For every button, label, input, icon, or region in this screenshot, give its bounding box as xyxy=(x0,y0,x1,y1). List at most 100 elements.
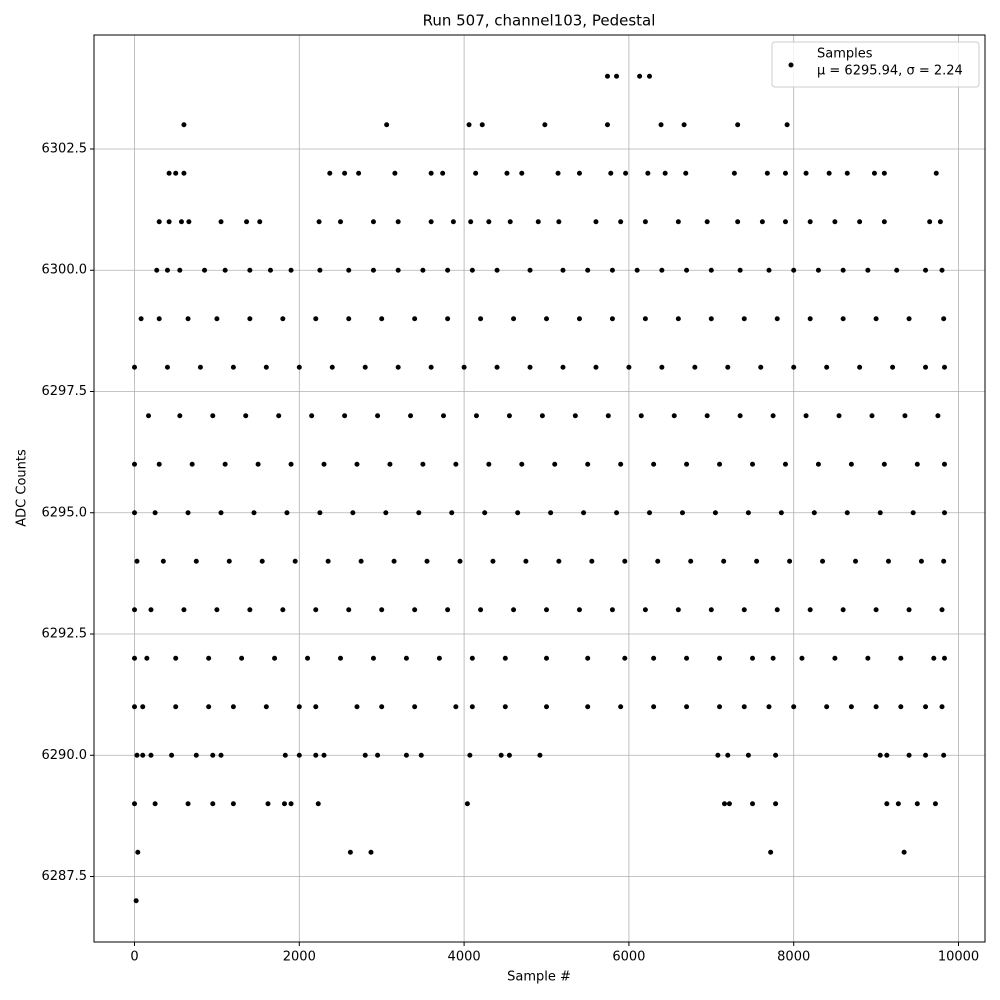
point xyxy=(608,170,614,176)
point xyxy=(412,316,418,322)
point xyxy=(362,752,368,758)
point xyxy=(593,364,599,370)
point xyxy=(185,316,191,322)
point xyxy=(637,73,643,79)
point xyxy=(684,704,690,710)
point xyxy=(704,219,710,225)
x-tick-label: 8000 xyxy=(777,950,810,965)
point xyxy=(658,122,664,128)
point xyxy=(288,461,294,467)
point xyxy=(132,461,137,467)
point xyxy=(881,170,887,176)
point xyxy=(604,122,610,128)
point xyxy=(898,704,904,710)
point xyxy=(515,510,521,516)
point xyxy=(824,704,830,710)
point xyxy=(494,364,500,370)
point xyxy=(370,655,376,661)
point xyxy=(942,461,947,467)
point xyxy=(745,510,751,516)
point xyxy=(754,558,760,564)
point xyxy=(939,607,945,613)
point xyxy=(313,752,319,758)
point xyxy=(560,267,566,273)
point xyxy=(832,655,838,661)
point xyxy=(642,316,648,322)
point xyxy=(933,170,939,176)
point xyxy=(276,413,282,419)
point xyxy=(942,510,947,516)
point xyxy=(305,655,311,661)
point xyxy=(134,558,140,564)
point xyxy=(764,170,770,176)
point xyxy=(576,316,582,322)
point xyxy=(807,316,813,322)
point xyxy=(464,801,470,807)
point xyxy=(807,607,813,613)
point xyxy=(539,413,545,419)
point xyxy=(156,461,162,467)
x-tick-label: 10000 xyxy=(938,950,979,965)
point xyxy=(865,267,871,273)
point xyxy=(267,267,273,273)
point xyxy=(317,510,323,516)
point xyxy=(445,267,451,273)
point xyxy=(840,267,846,273)
point xyxy=(735,219,741,225)
point xyxy=(193,558,199,564)
y-tick-label: 6290.0 xyxy=(42,748,88,763)
point xyxy=(927,219,933,225)
legend-label: Samples xyxy=(817,47,873,62)
point xyxy=(148,752,154,758)
point xyxy=(206,704,212,710)
point xyxy=(309,413,315,419)
point xyxy=(717,704,723,710)
point xyxy=(251,510,257,516)
point xyxy=(450,219,456,225)
point xyxy=(731,170,737,176)
point xyxy=(375,752,381,758)
point xyxy=(441,413,447,419)
point xyxy=(186,219,192,225)
point xyxy=(317,267,323,273)
point xyxy=(255,461,261,467)
point xyxy=(768,849,774,855)
point xyxy=(626,364,632,370)
point xyxy=(902,413,908,419)
point xyxy=(544,704,550,710)
point xyxy=(449,510,455,516)
point xyxy=(877,510,883,516)
point xyxy=(181,122,187,128)
point xyxy=(544,607,550,613)
legend-stats: μ = 6295.94, σ = 2.24 xyxy=(817,64,963,79)
point xyxy=(774,316,780,322)
point xyxy=(542,122,548,128)
point xyxy=(134,752,140,758)
point xyxy=(585,267,591,273)
point xyxy=(770,413,776,419)
point xyxy=(937,219,943,225)
point xyxy=(638,413,644,419)
point xyxy=(609,267,615,273)
point xyxy=(708,316,714,322)
point xyxy=(675,316,681,322)
point xyxy=(379,316,385,322)
point xyxy=(773,801,779,807)
point xyxy=(884,801,890,807)
point xyxy=(548,510,554,516)
point xyxy=(259,558,265,564)
point xyxy=(791,704,797,710)
point xyxy=(160,558,166,564)
point xyxy=(773,752,779,758)
point xyxy=(737,267,743,273)
point xyxy=(354,461,360,467)
point xyxy=(230,801,236,807)
point xyxy=(281,801,287,807)
point xyxy=(906,316,912,322)
point xyxy=(202,267,208,273)
point xyxy=(618,461,624,467)
point xyxy=(585,461,591,467)
point xyxy=(358,558,364,564)
point xyxy=(181,170,187,176)
